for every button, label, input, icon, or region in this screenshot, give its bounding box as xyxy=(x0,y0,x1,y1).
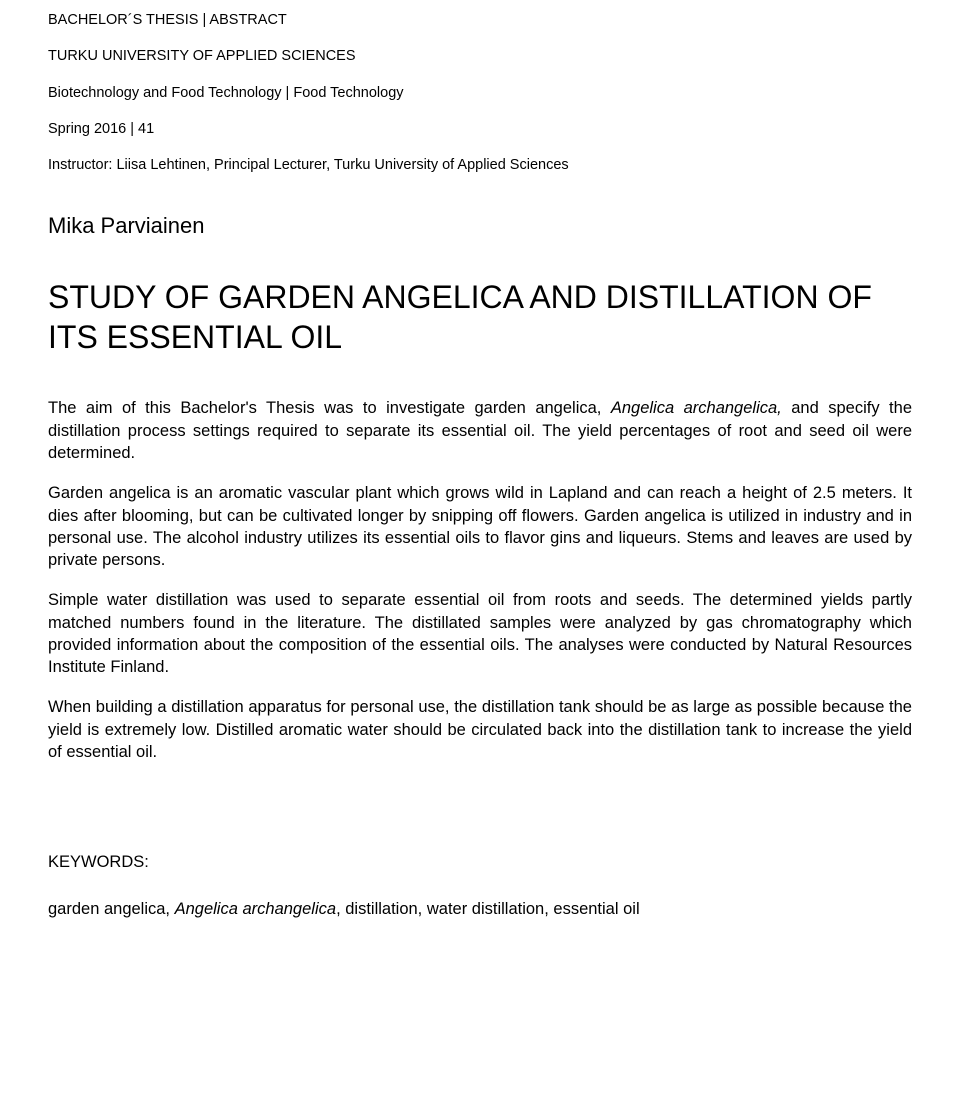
instructor-line: Instructor: Liisa Lehtinen, Principal Le… xyxy=(48,155,912,175)
species-name-italic: Angelica archangelica, xyxy=(611,399,782,417)
keywords-text-b: , distillation, water distillation, esse… xyxy=(336,900,640,918)
abstract-paragraph-2: Garden angelica is an aromatic vascular … xyxy=(48,482,912,571)
abstract-paragraph-1: The aim of this Bachelor's Thesis was to… xyxy=(48,397,912,464)
thesis-type-line: BACHELOR´S THESIS | ABSTRACT xyxy=(48,10,912,30)
keywords-text: garden angelica, Angelica archangelica, … xyxy=(48,900,912,919)
date-pages-line: Spring 2016 | 41 xyxy=(48,119,912,139)
para1-text-a: The aim of this Bachelor's Thesis was to… xyxy=(48,399,611,417)
university-line: TURKU UNIVERSITY OF APPLIED SCIENCES xyxy=(48,46,912,66)
abstract-paragraph-4: When building a distillation apparatus f… xyxy=(48,696,912,763)
program-line: Biotechnology and Food Technology | Food… xyxy=(48,83,912,103)
abstract-paragraph-3: Simple water distillation was used to se… xyxy=(48,589,912,678)
keywords-text-a: garden angelica, xyxy=(48,900,175,918)
thesis-title: STUDY OF GARDEN ANGELICA AND DISTILLATIO… xyxy=(48,277,912,357)
author-name: Mika Parviainen xyxy=(48,213,912,239)
keywords-species-italic: Angelica archangelica xyxy=(175,900,336,918)
keywords-label: KEYWORDS: xyxy=(48,853,912,872)
header-block: BACHELOR´S THESIS | ABSTRACT TURKU UNIVE… xyxy=(48,10,912,175)
